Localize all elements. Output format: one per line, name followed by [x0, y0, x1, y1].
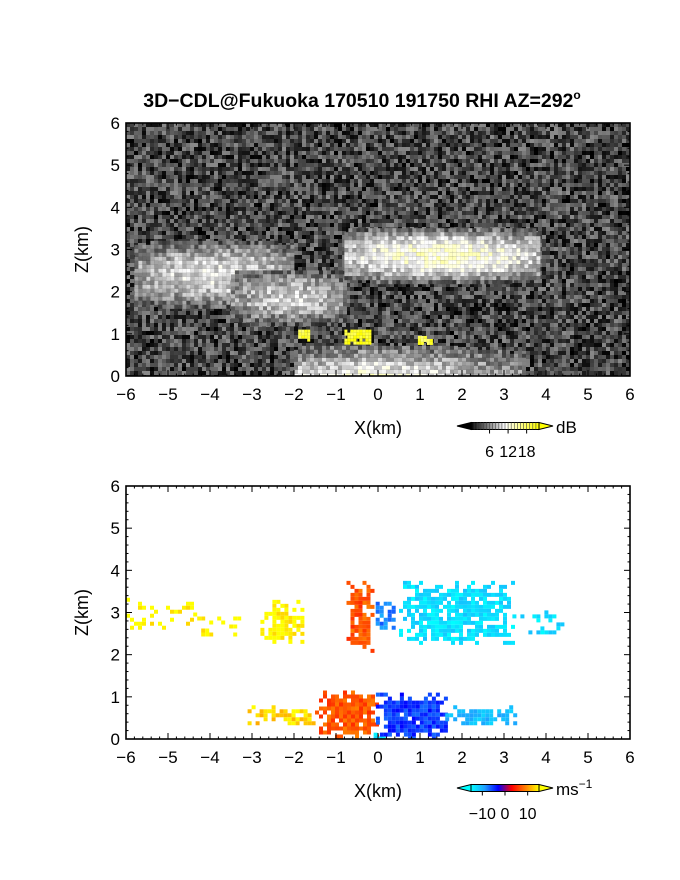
colorbar-ramp	[470, 784, 540, 792]
echo-feature-hotspot	[298, 329, 311, 342]
x-tick-label: 2	[457, 748, 466, 767]
echo-feature-wedge	[344, 228, 541, 285]
y-tick-label: 5	[111, 156, 120, 175]
y-tick-label: 5	[111, 519, 120, 538]
x-tick-label: 0	[373, 385, 382, 404]
echo-feature-hotspot	[344, 329, 372, 345]
x-tick-label: 6	[625, 385, 634, 404]
colorbar-tick-label: 0	[501, 806, 510, 823]
x-tick-label: 5	[583, 748, 592, 767]
y-tick-label: 0	[111, 730, 120, 749]
y-tick-label: 3	[111, 241, 120, 260]
y-tick-label: 6	[111, 114, 120, 133]
x-tick-label: 2	[457, 385, 466, 404]
x-tick-label: −3	[242, 385, 261, 404]
x-tick-label: 4	[541, 385, 550, 404]
x-tick-label: 3	[499, 385, 508, 404]
velocity-region	[399, 580, 515, 645]
x-tick-label: −2	[284, 748, 303, 767]
x-tick-label: −5	[158, 385, 177, 404]
colorbar-unit: ms−1	[556, 777, 593, 799]
velocity-region	[193, 612, 242, 637]
x-axis-label: X(km)	[354, 418, 402, 438]
y-tick-label: 2	[111, 646, 120, 665]
axis-ticks	[125, 485, 631, 740]
echo-feature-wedge	[231, 270, 347, 327]
velocity-region	[375, 692, 448, 739]
velocity-region	[260, 599, 305, 644]
x-tick-label: 0	[373, 748, 382, 767]
x-tick-label: 5	[583, 385, 592, 404]
plot-area	[126, 580, 565, 739]
colorbar-tick-label: 18	[518, 444, 536, 461]
velocity-region	[315, 690, 379, 739]
colorbar-min-arrow	[456, 421, 472, 431]
x-tick-label: −6	[116, 748, 135, 767]
x-tick-label: 6	[625, 748, 634, 767]
velocity-region	[373, 732, 386, 739]
x-tick-label: −4	[200, 385, 219, 404]
x-tick-label: 1	[415, 748, 424, 767]
y-axis-label: Z(km)	[72, 589, 92, 636]
colorbar-tick-label: 6	[485, 444, 494, 461]
echo-feature-ground_fan	[294, 345, 526, 376]
x-tick-label: −1	[326, 385, 345, 404]
figure-title-text: 3D−CDL@Fukuoka 170510 191750 RHI AZ=292	[143, 90, 573, 112]
axis-ticks	[125, 122, 631, 377]
y-tick-label: 2	[111, 283, 120, 302]
x-tick-label: 1	[415, 385, 424, 404]
x-tick-label: 4	[541, 748, 550, 767]
y-tick-label: 1	[111, 688, 120, 707]
plot-area	[126, 123, 630, 376]
x-axis-label: X(km)	[354, 781, 402, 801]
figure-title-degree: o	[573, 88, 580, 102]
velocity-region	[126, 597, 194, 630]
x-tick-label: −2	[284, 385, 303, 404]
x-tick-label: −6	[116, 385, 135, 404]
colorbar-min-arrow	[456, 783, 472, 793]
y-tick-label: 1	[111, 325, 120, 344]
figure-title: 3D−CDL@Fukuoka 170510 191750 RHI AZ=292o	[143, 88, 581, 112]
y-tick-label: 3	[111, 604, 120, 623]
colorbar-max-arrow	[538, 421, 554, 431]
x-tick-label: −1	[326, 748, 345, 767]
velocity-region	[247, 705, 316, 726]
colorbar-tick-label: −10	[469, 806, 496, 823]
y-tick-label: 6	[111, 477, 120, 496]
y-tick-label: 0	[111, 367, 120, 386]
velocity-region	[445, 705, 518, 726]
colorbar: 6 12 18 dB	[456, 418, 577, 461]
velocity-region	[512, 610, 565, 635]
colorbar: −10 0 10 ms−1	[456, 777, 593, 823]
y-tick-label: 4	[111, 198, 120, 217]
echo-feature-hotspot	[417, 335, 433, 345]
y-tick-label: 4	[111, 561, 120, 580]
colorbar-tick-label: 10	[519, 806, 537, 823]
colorbar-tick-label: 12	[499, 444, 517, 461]
velocity-region	[375, 601, 396, 630]
velocity-region	[346, 580, 375, 653]
colorbar-unit: dB	[556, 418, 577, 437]
colorbar-max-arrow	[538, 783, 554, 793]
x-tick-label: −3	[242, 748, 261, 767]
y-axis-label: Z(km)	[72, 226, 92, 273]
x-tick-label: −4	[200, 748, 219, 767]
x-tick-label: 3	[499, 748, 508, 767]
x-tick-label: −5	[158, 748, 177, 767]
